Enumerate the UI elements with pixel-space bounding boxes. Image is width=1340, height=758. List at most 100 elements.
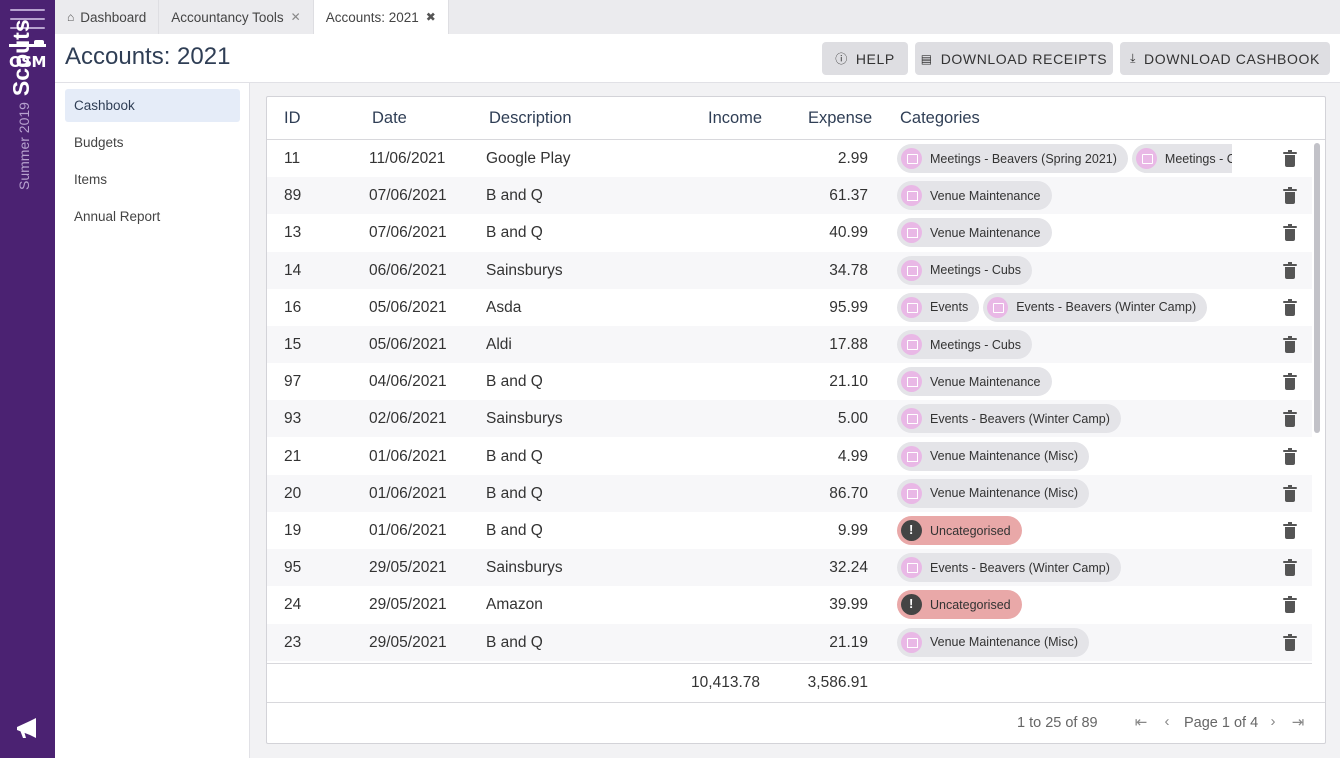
category-chip[interactable]: Events - Beavers (Winter Camp): [897, 404, 1121, 434]
close-circle-icon[interactable]: ✖: [425, 10, 436, 24]
download-cashbook-button[interactable]: ⤓ DOWNLOAD CASHBOOK: [1120, 42, 1330, 75]
tab-dashboard[interactable]: ⌂ Dashboard: [55, 0, 160, 34]
column-header-description[interactable]: Description: [489, 109, 572, 127]
category-chip-label: Uncategorised: [930, 523, 1011, 538]
category-chip[interactable]: Events: [897, 292, 980, 322]
delete-trash-icon[interactable]: [1283, 447, 1297, 465]
accounts-sidebar: Cashbook Budgets Items Annual Report: [55, 83, 250, 758]
category-chip[interactable]: Uncategorised: [897, 516, 1022, 545]
category-chips: Meetings - Cubs: [897, 255, 1232, 286]
column-header-id[interactable]: ID: [284, 109, 301, 127]
last-page-icon[interactable]: ⇥: [1291, 714, 1305, 731]
row-id: 11: [284, 150, 301, 167]
category-chip[interactable]: Events - Beavers (Winter Camp): [897, 553, 1121, 583]
row-id: 15: [284, 336, 302, 353]
calendar-icon: [1135, 148, 1157, 169]
tab-accountancy-tools[interactable]: Accountancy Tools ✕: [159, 0, 314, 34]
home-icon: ⌂: [67, 10, 75, 24]
delete-trash-icon[interactable]: [1283, 336, 1297, 353]
category-chip[interactable]: Venue Maintenance (Misc): [897, 627, 1089, 657]
tab-bar: ⌂ Dashboard Accountancy Tools ✕ Accounts…: [55, 0, 1340, 34]
row-id: 93: [284, 410, 302, 428]
tab-accounts-2021[interactable]: Accounts: 2021 ✖: [313, 0, 449, 34]
table-row[interactable]: 15 05/06/2021 Aldi 17.88 Meetings - Cubs: [267, 326, 1312, 363]
delete-trash-icon[interactable]: [1283, 261, 1297, 279]
delete-trash-icon[interactable]: [1283, 373, 1297, 391]
table-row[interactable]: 14 06/06/2021 Sainsburys 34.78 Meetings - Cu…: [267, 251, 1312, 289]
help-button[interactable]: ⓘ HELP: [822, 42, 908, 75]
category-chip[interactable]: Meetings - Cubs: [897, 255, 1033, 285]
receipt-icon: ▤: [920, 51, 933, 66]
table-row[interactable]: 93 02/06/2021 Sainsburys 5.00 Events - Beave…: [267, 400, 1312, 438]
first-page-icon[interactable]: ⇤: [1134, 714, 1148, 731]
table-row[interactable]: 11 11/06/2021 Google Play 2.99 Meetings - Be…: [267, 140, 1312, 177]
category-chip-label: Events: [930, 300, 969, 315]
category-chip[interactable]: Meetings - Beavers (Spring 2021): [897, 144, 1128, 173]
row-expense: 21.10: [829, 373, 868, 391]
next-page-icon[interactable]: ›: [1270, 713, 1276, 730]
table-row[interactable]: 16 05/06/2021 Asda 95.99 Events Events - Beav…: [267, 289, 1312, 326]
previous-page-icon[interactable]: ‹: [1164, 713, 1170, 730]
table-row[interactable]: 97 04/06/2021 B and Q 21.10 Venue Maintenanc…: [267, 363, 1312, 400]
sidebar-item-cashbook[interactable]: Cashbook: [65, 89, 240, 122]
column-header-categories[interactable]: Categories: [900, 109, 980, 127]
column-header-income[interactable]: Income: [708, 109, 763, 127]
hamburger-menu-icon[interactable]: [10, 9, 45, 31]
category-chip-label: Uncategorised: [930, 597, 1011, 612]
sidebar-item-annual-report[interactable]: Annual Report: [74, 209, 161, 224]
category-chip-label: Meetings - Cubs: [930, 337, 1022, 352]
row-date: 07/06/2021: [369, 224, 447, 242]
category-chip[interactable]: Venue Maintenance: [897, 218, 1052, 248]
section-switcher[interactable]: Summer 2019 Scouts: [8, 19, 35, 190]
delete-trash-icon[interactable]: [1283, 410, 1297, 428]
calendar-icon: [901, 334, 922, 355]
row-description: Sainsburys: [486, 410, 563, 428]
category-chips: Venue Maintenance (Misc): [897, 627, 1232, 658]
table-row[interactable]: 95 29/05/2021 Sainsburys 32.24 Events - Beav…: [267, 549, 1312, 587]
sidebar-item-items[interactable]: Items: [74, 172, 108, 187]
row-expense: 2.99: [837, 150, 868, 167]
delete-trash-icon[interactable]: [1283, 187, 1297, 205]
table-row[interactable]: 23 29/05/2021 B and Q 21.19 Venue Maintenanc…: [267, 623, 1312, 661]
page-header: Accounts: 2021 ⓘ HELP ▤ DOWNLOAD RECEIPT…: [55, 34, 1340, 83]
category-chips: Meetings - Cubs: [897, 330, 1232, 360]
row-expense: 5.00: [837, 410, 868, 428]
close-icon[interactable]: ✕: [290, 10, 301, 24]
grid-header: ID Date Description Income Expense Categ…: [267, 97, 1325, 140]
delete-trash-icon[interactable]: [1283, 559, 1297, 577]
category-chip[interactable]: Venue Maintenance: [897, 181, 1052, 211]
category-chip[interactable]: Venue Maintenance (Misc): [897, 441, 1089, 471]
download-receipts-button[interactable]: ▤ DOWNLOAD RECEIPTS: [915, 42, 1113, 75]
column-header-date[interactable]: Date: [372, 109, 407, 127]
sidebar-item-budgets[interactable]: Budgets: [74, 135, 124, 150]
delete-trash-icon[interactable]: [1283, 298, 1297, 316]
vertical-scrollbar[interactable]: [1314, 143, 1320, 433]
table-row[interactable]: 21 01/06/2021 B and Q 4.99 Venue Maintenance…: [267, 438, 1312, 475]
delete-trash-icon[interactable]: [1283, 522, 1297, 539]
warning-icon: [901, 594, 922, 616]
category-chip[interactable]: Uncategorised: [897, 590, 1022, 620]
column-header-expense[interactable]: Expense: [808, 109, 873, 127]
table-row[interactable]: 20 01/06/2021 B and Q 86.70 Venue Maintenanc…: [267, 474, 1312, 512]
category-chip[interactable]: Meetings - Cubs: [897, 330, 1033, 359]
row-date: 29/05/2021: [369, 633, 447, 651]
table-row[interactable]: 24 29/05/2021 Amazon 39.99 Uncategorised: [267, 586, 1312, 623]
category-chip[interactable]: Events - Beavers (Winter Camp): [983, 292, 1208, 322]
megaphone-icon[interactable]: [14, 716, 40, 742]
delete-trash-icon[interactable]: [1283, 484, 1297, 502]
category-chip[interactable]: Venue Maintenance: [897, 367, 1052, 397]
row-id: 89: [284, 187, 302, 205]
category-chip-label: Events - Beavers (Winter Camp): [1016, 300, 1197, 315]
cashbook-grid: ID Date Description Income Expense Categ…: [266, 96, 1326, 744]
delete-trash-icon[interactable]: [1283, 633, 1297, 651]
delete-trash-icon[interactable]: [1283, 596, 1297, 614]
category-chip[interactable]: Meetings - Cu: [1131, 144, 1232, 173]
row-date: 02/06/2021: [369, 410, 447, 428]
table-row[interactable]: 13 07/06/2021 B and Q 40.99 Venue Maintenanc…: [267, 214, 1312, 251]
delete-trash-icon[interactable]: [1283, 150, 1297, 167]
table-row[interactable]: 89 07/06/2021 B and Q 61.37 Venue Maintenanc…: [267, 177, 1312, 215]
row-date: 04/06/2021: [369, 373, 447, 391]
delete-trash-icon[interactable]: [1283, 224, 1297, 242]
category-chip[interactable]: Venue Maintenance (Misc): [897, 478, 1089, 508]
table-row[interactable]: 19 01/06/2021 B and Q 9.99 Uncategorised: [267, 512, 1312, 549]
